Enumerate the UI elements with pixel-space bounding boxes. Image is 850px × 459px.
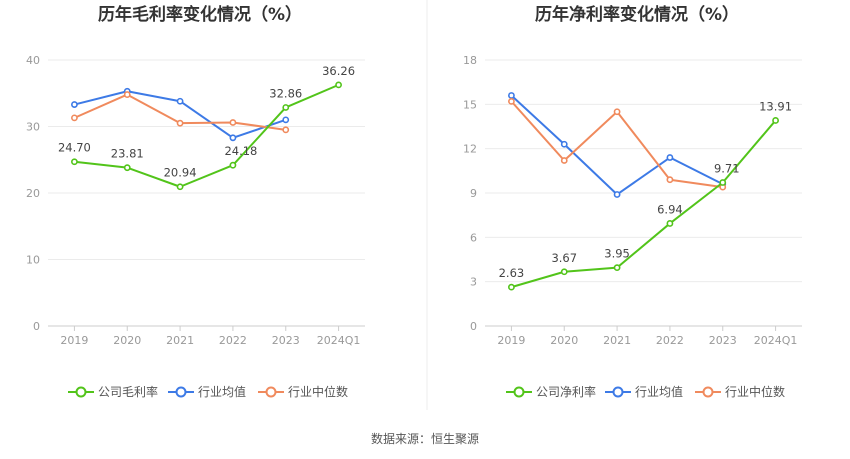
series-line	[511, 119, 777, 289]
legend-swatch-marker	[265, 386, 277, 398]
data-point	[508, 97, 515, 105]
data-point	[71, 101, 78, 108]
data-label: 36.26	[322, 64, 355, 78]
x-tick-label: 2022	[656, 334, 684, 347]
data-label: 32.86	[269, 86, 302, 100]
legend-label: 行业均值	[635, 384, 683, 399]
x-tick-label: 2020	[550, 334, 578, 347]
data-point	[229, 134, 237, 142]
data-label: 13.91	[759, 99, 792, 113]
data-label: 24.70	[58, 141, 91, 155]
legend-label: 公司净利率	[536, 384, 596, 399]
y-tick-label: 12	[463, 143, 477, 156]
legend-label: 行业中位数	[288, 384, 348, 399]
x-tick-label: 2023	[272, 334, 300, 347]
data-point	[666, 220, 674, 227]
x-tick-label: 2019	[60, 334, 88, 347]
y-tick-label: 40	[26, 54, 40, 67]
data-label: 2.63	[499, 266, 525, 280]
gross-margin-chart: 历年毛利率变化情况（%） 0 10 20 30 40 2019 2020 2021 2022 20…	[26, 4, 365, 399]
legend-label: 行业中位数	[725, 384, 785, 399]
data-point	[123, 164, 131, 172]
y-tick-label: 9	[470, 187, 477, 200]
legend-label: 公司毛利率	[98, 384, 158, 399]
data-point	[508, 283, 515, 291]
data-label: 20.94	[164, 166, 197, 180]
y-tick-label: 18	[463, 54, 477, 67]
data-point	[613, 191, 621, 198]
x-tick-label: 2019	[497, 334, 525, 347]
data-point	[560, 140, 568, 148]
data-point	[282, 126, 290, 134]
y-tick-label: 0	[33, 320, 40, 333]
data-point	[613, 264, 621, 272]
data-point	[71, 158, 78, 166]
legend-swatch-marker	[75, 386, 87, 398]
data-source-note: 数据来源：恒生聚源	[371, 431, 479, 446]
data-point	[282, 104, 290, 111]
y-tick-label: 30	[26, 121, 40, 134]
chart-title: 历年净利率变化情况（%）	[535, 4, 739, 25]
net-margin-chart: 历年净利率变化情况（%） 0 3 6 9 12 15 18 2019 2020 2021 2022 2…	[463, 4, 802, 399]
data-point	[176, 183, 184, 191]
data-point	[666, 176, 674, 184]
legend-swatch-marker	[513, 386, 525, 398]
data-point	[772, 117, 779, 124]
y-tick-label: 3	[470, 276, 477, 289]
x-tick-label: 2020	[113, 334, 141, 347]
data-point	[176, 97, 184, 105]
data-label: 3.95	[604, 247, 630, 261]
data-point	[508, 92, 515, 99]
x-tick-label: 2021	[603, 334, 631, 347]
data-label: 23.81	[111, 147, 144, 161]
data-label: 9.71	[714, 162, 740, 176]
x-tick-label: 2022	[219, 334, 247, 347]
data-point	[123, 91, 131, 98]
legend-swatch-marker	[702, 386, 714, 398]
data-point	[229, 119, 237, 126]
data-point	[282, 116, 290, 124]
x-tick-label: 2021	[166, 334, 194, 347]
data-point	[560, 268, 568, 276]
data-point	[229, 161, 237, 169]
data-point	[176, 119, 184, 127]
data-point	[719, 179, 727, 186]
data-label: 3.67	[551, 251, 577, 265]
y-tick-label: 0	[470, 320, 477, 333]
data-point	[71, 114, 78, 122]
chart-title: 历年毛利率变化情况（%）	[98, 4, 302, 25]
data-point	[666, 154, 674, 161]
y-tick-label: 20	[26, 187, 40, 200]
legend-swatch-marker	[612, 386, 624, 398]
series-line	[74, 83, 339, 188]
data-label: 6.94	[657, 202, 683, 216]
y-tick-label: 15	[463, 98, 477, 111]
legend-label: 行业均值	[198, 384, 246, 399]
data-point	[335, 81, 342, 89]
y-tick-label: 6	[470, 231, 477, 244]
y-tick-label: 10	[26, 254, 40, 267]
data-label: 24.18	[224, 144, 257, 158]
x-tick-label: 2024Q1	[754, 334, 798, 347]
data-point	[560, 157, 568, 164]
x-tick-label: 2023	[709, 334, 737, 347]
x-tick-label: 2024Q1	[317, 334, 361, 347]
data-point	[613, 108, 621, 116]
legend-swatch-marker	[175, 386, 187, 398]
